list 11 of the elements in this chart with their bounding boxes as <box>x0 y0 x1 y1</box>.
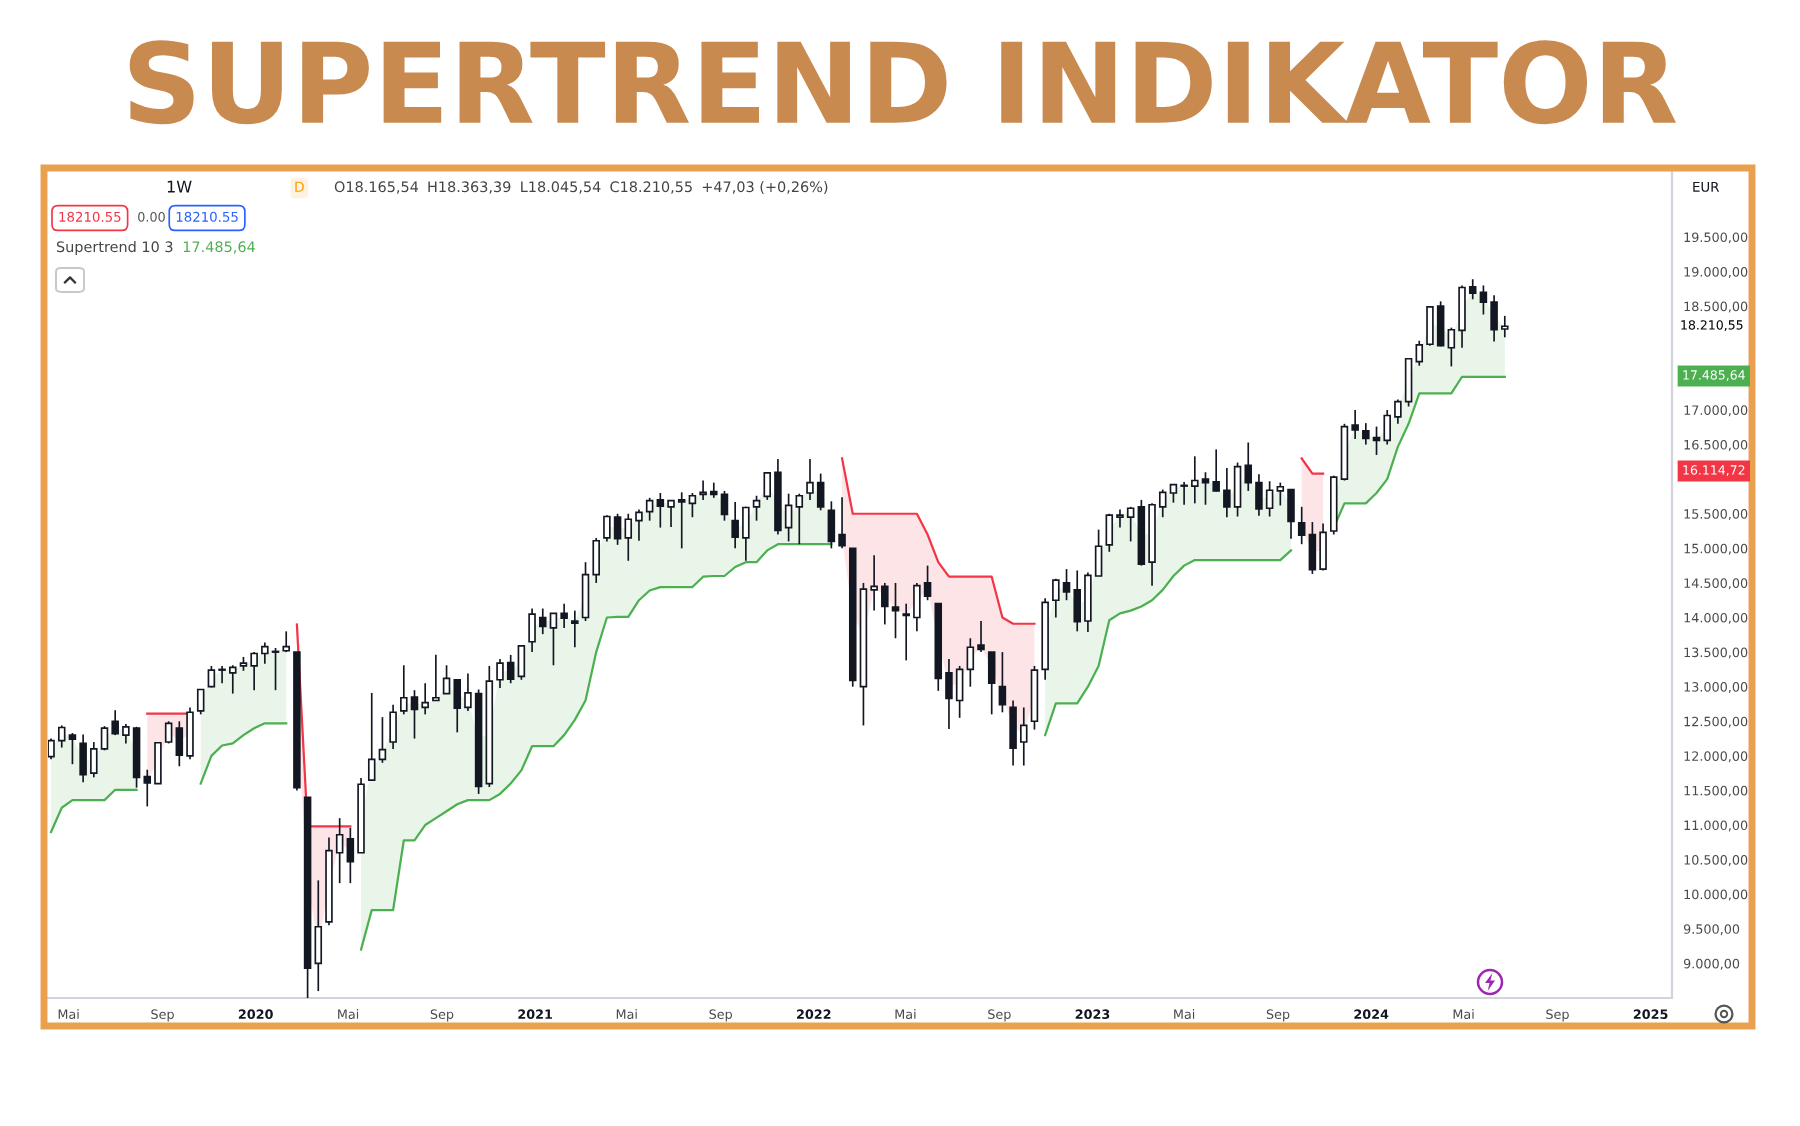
candlestick <box>571 609 579 649</box>
candlestick <box>432 654 440 702</box>
candlestick <box>314 879 323 992</box>
candlestick <box>688 492 697 519</box>
candlestick <box>517 644 526 681</box>
chart-title: SUPERTREND INDIKATOR <box>129 40 1677 125</box>
candlestick <box>795 492 804 546</box>
annotation: 1W <box>167 180 192 193</box>
candlestick <box>998 651 1007 714</box>
candlestick <box>987 651 996 716</box>
candlestick <box>1297 505 1306 546</box>
